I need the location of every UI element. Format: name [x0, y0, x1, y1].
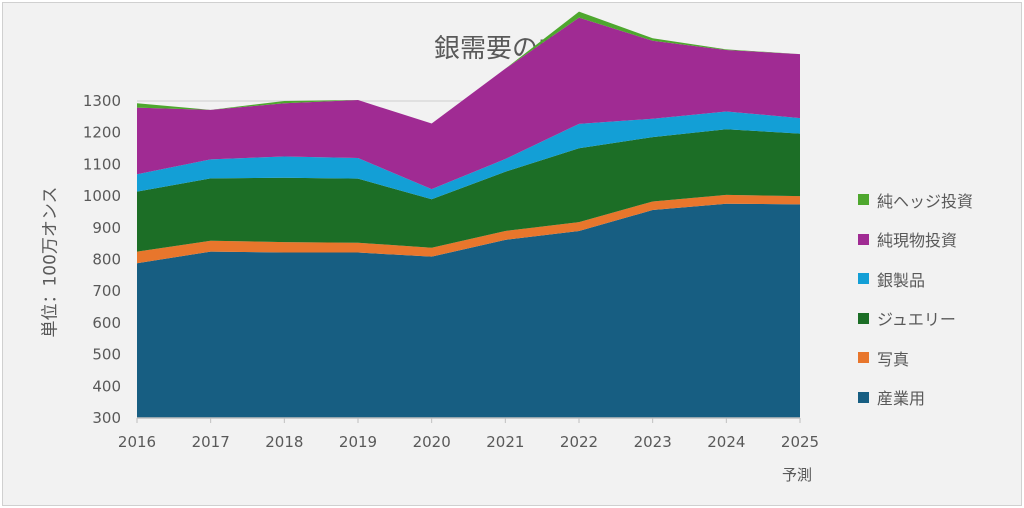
- y-tick-label: 1200: [83, 124, 121, 142]
- x-tick-label: 2021: [486, 433, 524, 451]
- y-tick-label: 800: [92, 251, 121, 269]
- area-series-1: [137, 194, 800, 264]
- legend-label: 純現物投資: [877, 231, 958, 251]
- x-tick-label: 2023: [634, 433, 672, 451]
- area-series-3: [137, 111, 800, 200]
- y-tick-label: 300: [92, 409, 121, 427]
- y-tick-label: 1300: [83, 92, 121, 110]
- legend-item: 純ヘッジ投資: [858, 180, 973, 220]
- legend-swatch: [858, 352, 869, 364]
- area-series-4: [137, 17, 800, 190]
- legend-item: 純現物投資: [858, 220, 973, 260]
- x-tick-label: 2018: [265, 433, 303, 451]
- legend: 純ヘッジ投資 純現物投資銀製品ジュエリー写真産業用: [858, 180, 973, 417]
- x-tick-label: 2016: [118, 433, 156, 451]
- area-series-2: [137, 129, 800, 252]
- y-tick-label: 600: [92, 314, 121, 332]
- legend-swatch: [858, 273, 869, 285]
- legend-label: ジュエリー: [877, 310, 956, 330]
- legend-swatch: [858, 194, 869, 206]
- legend-item: 写真: [858, 338, 973, 378]
- legend-swatch: [858, 391, 869, 403]
- legend-item: ジュエリー: [858, 299, 973, 339]
- legend-item: 銀製品: [858, 259, 973, 299]
- x-tick-label: 2024: [707, 433, 745, 451]
- x-tick-label: 2020: [413, 433, 451, 451]
- x-tick-label: 2017: [192, 433, 230, 451]
- legend-swatch: [858, 312, 869, 324]
- y-tick-label: 500: [92, 346, 121, 364]
- legend-label: 銀製品: [877, 270, 926, 290]
- y-tick-label: 1000: [83, 187, 121, 205]
- legend-label: 純ヘッジ投資: [877, 191, 974, 211]
- area-series-0: [137, 203, 800, 418]
- x-tick-label: 2025: [781, 433, 819, 451]
- legend-label: 産業用: [877, 389, 926, 409]
- y-tick-label: 400: [92, 377, 121, 395]
- y-tick-label: 1100: [83, 155, 121, 173]
- x-tick-label: 2019: [339, 433, 377, 451]
- legend-item: 産業用: [858, 378, 973, 418]
- forecast-label: 予測: [782, 466, 813, 484]
- x-tick-label: 2022: [560, 433, 598, 451]
- legend-swatch: [858, 233, 869, 245]
- legend-label: 写真: [877, 349, 910, 369]
- y-tick-label: 900: [92, 219, 121, 237]
- y-tick-label: 700: [92, 282, 121, 300]
